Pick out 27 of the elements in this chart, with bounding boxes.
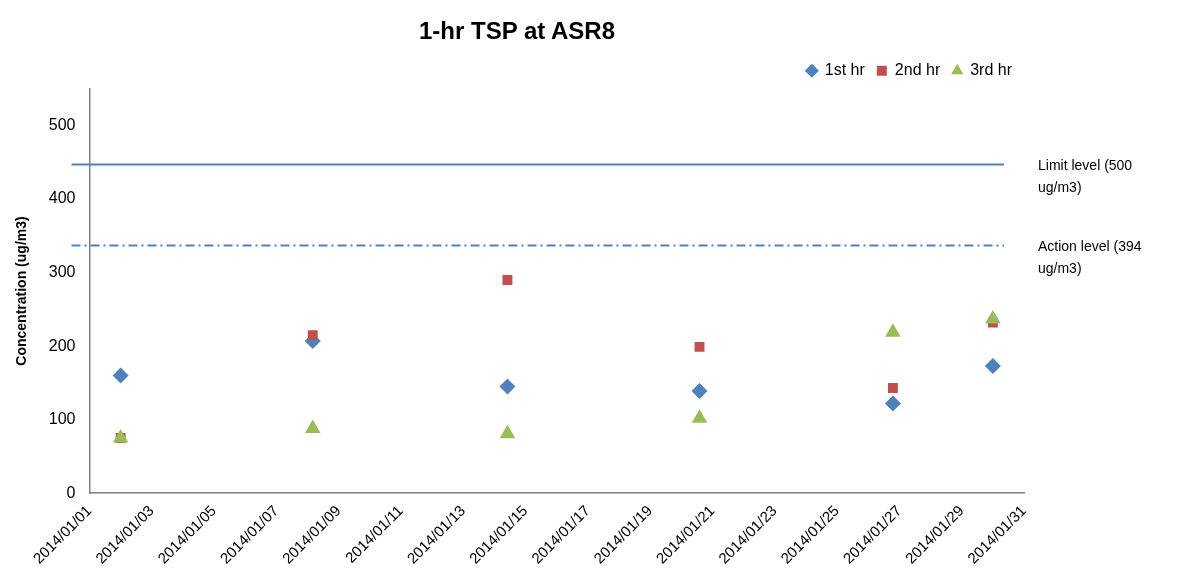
point — [112, 429, 129, 443]
point — [112, 367, 129, 384]
point — [304, 419, 321, 433]
point — [502, 275, 513, 285]
ref-line-label: Limit level (500 ug/m3) — [1038, 157, 1133, 196]
y-tick-label: 100 — [48, 410, 76, 428]
y-tick-label: 0 — [66, 483, 76, 501]
point — [499, 424, 516, 439]
y-tick-label: 500 — [48, 115, 76, 133]
point — [307, 330, 318, 341]
point — [884, 395, 901, 412]
point — [694, 341, 705, 352]
legend-label: 3rd hr — [970, 61, 1013, 79]
point — [885, 323, 901, 337]
point — [887, 383, 898, 393]
point — [499, 378, 516, 395]
ref-line-label: Action level (394 ug/m3) — [1038, 238, 1142, 277]
point — [984, 357, 1001, 374]
y-tick-label: 400 — [48, 189, 76, 207]
point — [691, 409, 708, 423]
legend-label: 1st hr — [824, 61, 866, 79]
y-tick-label: 300 — [48, 263, 76, 281]
chart-title: 1-hr TSP at ASR8 — [418, 17, 616, 45]
y-axis-title: Concentration (ug/m3) — [13, 216, 30, 366]
y-tick-label: 200 — [48, 336, 76, 354]
point — [691, 382, 708, 399]
legend-label: 2nd hr — [894, 61, 941, 79]
